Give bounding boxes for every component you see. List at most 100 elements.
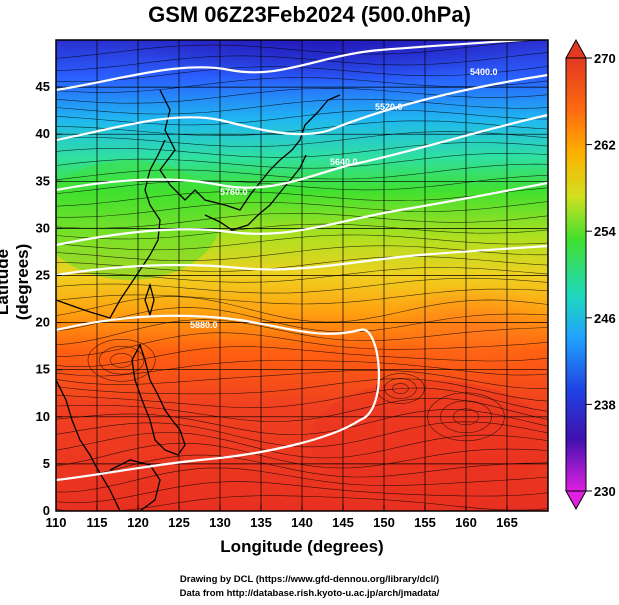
- y-tick-label: 35: [36, 173, 50, 188]
- vortex-streamline: [452, 408, 480, 426]
- streamline: [56, 360, 548, 377]
- streamline: [56, 201, 548, 218]
- coast-taiwan: [144, 282, 155, 318]
- y-axis-ticks: 0 5 10 15 20 25 30 35 40 45: [36, 79, 62, 518]
- y-tick-label: 5: [43, 456, 50, 471]
- colorbar-tick-label: 254: [594, 224, 616, 239]
- streamline: [56, 387, 548, 412]
- x-tick-label: 130: [209, 515, 231, 530]
- y-tick-label: 15: [36, 362, 50, 377]
- y-tick-label: 25: [36, 268, 50, 283]
- x-tick-label: 160: [455, 515, 477, 530]
- streamline: [56, 346, 548, 368]
- contour-labels: 5400.0 5520.0 5640.0 5760.0 5880.0: [190, 67, 498, 330]
- colorbar-tick-label: 246: [594, 311, 616, 326]
- coast-china: [56, 139, 166, 319]
- contour-label-5760: 5760.0: [220, 187, 248, 197]
- x-tick-label: 125: [168, 515, 190, 530]
- coast-borneo: [109, 459, 161, 511]
- streamline: [56, 288, 548, 305]
- chart-title: GSM 06Z23Feb2024 (500.0hPa): [148, 2, 471, 27]
- vortex-streamline: [392, 383, 409, 394]
- colorbar-tick-label: 230: [594, 484, 616, 499]
- x-tick-label: 140: [291, 515, 313, 530]
- streamline: [56, 234, 548, 251]
- y-tick-label: 0: [43, 503, 50, 518]
- x-tick-label: 150: [373, 515, 395, 530]
- streamline: [56, 307, 548, 333]
- contour-line-5880-b: [56, 244, 548, 277]
- streamline: [56, 87, 548, 104]
- contour-label-5880: 5880.0: [190, 320, 218, 330]
- streamline: [56, 332, 548, 357]
- vortex-streamline: [440, 400, 492, 434]
- coast-philippines: [131, 343, 186, 456]
- credit-drawing: Drawing by DCL (https://www.gfd-dennou.o…: [179, 574, 440, 585]
- streamline: [56, 40, 548, 59]
- coast-japan-honshu: [204, 154, 307, 231]
- streamline: [56, 481, 548, 503]
- streamlines: [56, 40, 548, 511]
- streamline: [56, 66, 548, 82]
- y-tick-label: 45: [36, 79, 50, 94]
- contour-line-5520: [56, 73, 548, 142]
- x-tick-label: 120: [127, 515, 149, 530]
- y-tick-label: 20: [36, 315, 50, 330]
- streamline: [56, 467, 548, 493]
- colorbar: 270 262 254 246 238 230: [565, 38, 616, 511]
- coastlines: [56, 89, 341, 511]
- streamline: [56, 174, 548, 194]
- x-tick-label: 155: [414, 515, 436, 530]
- contour-line-5880: [56, 314, 380, 482]
- streamline: [56, 442, 548, 469]
- streamline: [56, 223, 548, 240]
- streamline: [56, 142, 548, 158]
- vortex-streamline: [427, 392, 505, 442]
- streamline: [56, 213, 548, 229]
- y-tick-label: 40: [36, 126, 50, 141]
- x-tick-label: 115: [87, 515, 108, 530]
- x-tick-label: 110: [46, 515, 67, 530]
- colorbar-body: [565, 57, 587, 492]
- streamline: [56, 256, 548, 272]
- streamline: [56, 421, 548, 448]
- streamline: [56, 409, 548, 436]
- height-contours: [56, 40, 548, 482]
- streamline: [56, 267, 548, 283]
- streamline: [56, 319, 548, 346]
- colorbar-tick-label: 238: [594, 397, 616, 412]
- streamline: [56, 378, 548, 402]
- vortex-streamline: [110, 352, 134, 368]
- colorbar-ticks: 270 262 254 246 238 230: [586, 51, 616, 499]
- colorbar-bottom-arrow: [565, 490, 587, 511]
- streamline: [56, 131, 548, 147]
- streamline: [56, 120, 548, 136]
- contour-line-5760: [56, 181, 548, 247]
- y-tick-label: 10: [36, 409, 50, 424]
- y-tick-label: 30: [36, 220, 50, 235]
- x-tick-label: 135: [250, 515, 272, 530]
- vortex-streamline: [384, 378, 417, 399]
- vortex-streamline: [98, 345, 145, 375]
- streamline: [56, 187, 548, 207]
- coast-indochina: [56, 379, 121, 511]
- streamline: [56, 369, 548, 389]
- streamline: [56, 152, 548, 169]
- vortex-streamline: [87, 338, 156, 382]
- x-tick-label: 165: [496, 515, 518, 530]
- credit-data: Data from http://database.rish.kyoto-u.a…: [179, 588, 440, 599]
- contour-label-5400: 5400.0: [470, 67, 498, 77]
- contour-line-5640: [56, 113, 548, 192]
- vortex-streamline: [376, 373, 425, 404]
- coast-korea-japan: [159, 89, 341, 211]
- streamline: [56, 296, 548, 323]
- streamline: [56, 98, 548, 115]
- contour-line-5400: [56, 40, 537, 92]
- streamline: [56, 77, 548, 93]
- streamline: [56, 52, 548, 71]
- streamline: [56, 277, 548, 294]
- colorbar-tick-label: 262: [594, 138, 616, 153]
- x-tick-label: 145: [332, 515, 354, 530]
- x-axis-label: Longitude (degrees): [220, 537, 384, 556]
